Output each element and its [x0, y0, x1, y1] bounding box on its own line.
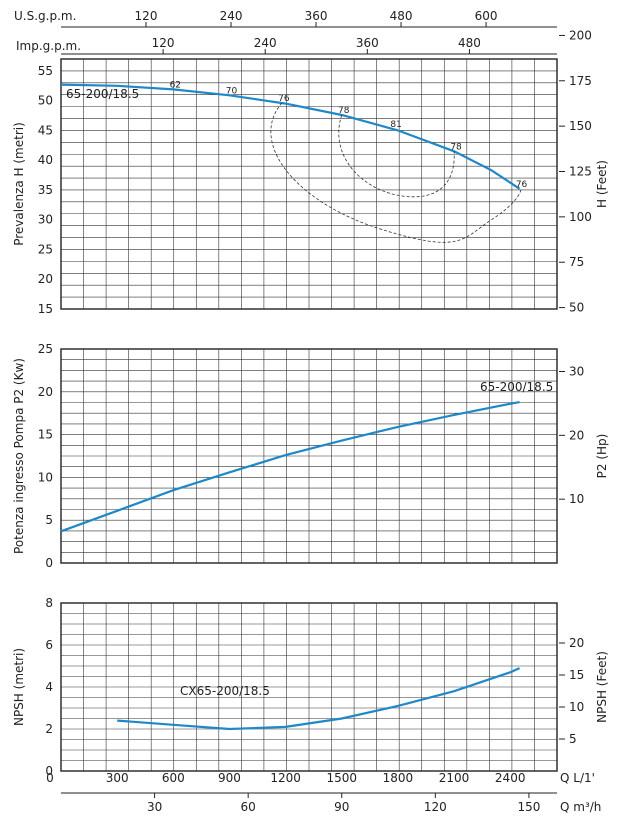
x-tick-label-lmin: 300 [106, 771, 129, 785]
x-tick-label-lmin: 1800 [383, 771, 414, 785]
y2-tick-label: 15 [569, 668, 584, 682]
imp-gpm-tick-label: 240 [254, 36, 277, 50]
y2-tick-label: 75 [569, 255, 584, 269]
top-flow-axes: U.S.g.p.m. 120 240 360 480 600 Imp.g.p.m. 120 24… [14, 9, 557, 55]
y-axis-title: Prevalenza H (metri) [12, 122, 26, 246]
y-tick-label: 20 [38, 272, 53, 286]
y-tick-label: 6 [45, 638, 53, 652]
series-label: 65-200/18.5 [66, 87, 139, 101]
x-tick-label-m3h: 150 [517, 800, 540, 814]
x-tick-label-lmin: 1500 [326, 771, 357, 785]
y2-tick-label: 125 [569, 165, 592, 179]
x-axis-title-m3h: Q m³/h [560, 800, 601, 814]
us-gpm-tick-label: 120 [135, 9, 158, 23]
y-tick-label: 30 [38, 213, 53, 227]
y-tick-label: 0 [45, 556, 53, 570]
y-tick-label: 50 [38, 94, 53, 108]
panel-frame [60, 58, 558, 310]
y2-tick-label: 200 [569, 28, 592, 42]
y-tick-label: 0 [45, 764, 53, 778]
us-gpm-tick-label: 480 [390, 9, 413, 23]
us-gpm-tick-label: 600 [475, 9, 498, 23]
x-tick-label-m3h: 30 [147, 800, 162, 814]
x-tick-label-m3h: 90 [334, 800, 349, 814]
efficiency-label: 76 [278, 94, 290, 104]
iso-efficiency-curve [270, 102, 522, 243]
x-tick-label-lmin: 0 [46, 771, 54, 785]
y-tick-label: 2 [45, 722, 53, 736]
x-tick-label-m3h: 120 [424, 800, 447, 814]
y2-tick-label: 175 [569, 74, 592, 88]
imp-gpm-tick-label: 480 [458, 36, 481, 50]
y-tick-label: 20 [38, 385, 53, 399]
y-tick-label: 40 [38, 153, 53, 167]
x-tick-label-lmin: 2400 [495, 771, 526, 785]
y-tick-label: 35 [38, 183, 53, 197]
bottom-flow-axes: 0 300 600 900 1200 1500 1800 2100 2400 Q L/1' 30 60… [46, 771, 601, 814]
y-axis-title: Potenza ingresso Pompa P2 (Kw) [12, 358, 26, 554]
x-tick-label-lmin: 600 [162, 771, 185, 785]
us-gpm-axis-label: U.S.g.p.m. [14, 9, 76, 23]
efficiency-label: 62 [170, 80, 181, 90]
y2-tick-label: 20 [569, 428, 584, 442]
y-tick-label: 45 [38, 123, 53, 137]
y2-tick-label: 10 [569, 492, 584, 506]
head-panel: 15 20 25 30 35 40 45 50 55 50 75 100 125 150 175 200 Pre… [12, 28, 609, 316]
y2-tick-label: 30 [569, 365, 584, 379]
x-tick-label-lmin: 900 [218, 771, 241, 785]
x-tick-label-lmin: 1200 [270, 771, 301, 785]
efficiency-label: 78 [338, 106, 350, 116]
y-tick-label: 55 [38, 64, 53, 78]
imp-gpm-axis-label: Imp.g.p.m. [16, 39, 81, 53]
y2-tick-label: 50 [569, 301, 584, 315]
efficiency-label: 76 [516, 180, 528, 190]
series-line [60, 83, 521, 190]
y-tick-label: 8 [45, 596, 53, 610]
us-gpm-tick-label: 240 [220, 9, 243, 23]
y-tick-label: 4 [45, 680, 53, 694]
series-label: CX65-200/18.5 [180, 684, 270, 698]
x-tick-label-m3h: 60 [241, 800, 256, 814]
y-tick-label: 25 [38, 342, 53, 356]
y2-tick-label: 100 [569, 210, 592, 224]
y2-axis-title: H (Feet) [595, 160, 609, 208]
x-tick-label-lmin: 2100 [439, 771, 470, 785]
series-line [60, 401, 520, 533]
iso-efficiency-curve [338, 114, 455, 198]
series-line [117, 667, 521, 731]
y-tick-label: 5 [45, 513, 53, 527]
y-tick-label: 10 [38, 470, 53, 484]
y-tick-label: 15 [38, 428, 53, 442]
efficiency-label: 70 [226, 86, 238, 96]
panel-frame [60, 348, 558, 564]
panel-frame [60, 602, 558, 772]
efficiency-label: 78 [450, 142, 462, 152]
npsh-panel: 0 2 4 6 8 5 10 15 20 NPSH (metri) NPSH (Feet) CX65-… [12, 596, 609, 778]
imp-gpm-tick-label: 360 [356, 36, 379, 50]
y-tick-label: 25 [38, 242, 53, 256]
efficiency-label: 81 [390, 120, 401, 130]
y2-tick-label: 5 [569, 732, 577, 746]
y2-tick-label: 10 [569, 700, 584, 714]
y2-tick-label: 150 [569, 119, 592, 133]
y2-axis-title: NPSH (Feet) [595, 651, 609, 723]
y-tick-label: 15 [38, 302, 53, 316]
power-panel: 0 5 10 15 20 25 10 20 30 Potenza ingresso Pompa P… [12, 342, 609, 570]
imp-gpm-tick-label: 120 [152, 36, 175, 50]
y-axis-title: NPSH (metri) [12, 648, 26, 726]
y2-axis-title: P2 (Hp) [595, 434, 609, 479]
us-gpm-tick-label: 360 [305, 9, 328, 23]
y2-tick-label: 20 [569, 636, 584, 650]
series-label: 65-200/18.5 [480, 380, 553, 394]
x-axis-title-lmin: Q L/1' [560, 771, 595, 785]
